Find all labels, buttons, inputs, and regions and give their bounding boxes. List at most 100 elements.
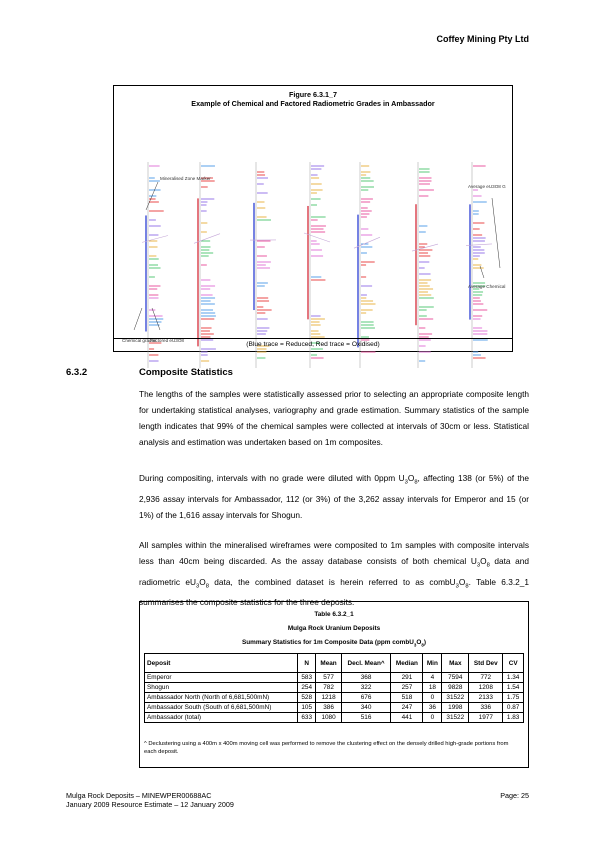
figure-heading: Example of Chemical and Factored Radiome… [191, 99, 435, 108]
figure-number: Figure 6.3.1_7 [289, 90, 337, 99]
zone-line [141, 235, 169, 243]
column-header: Median [390, 653, 424, 673]
table-cell: 322 [340, 682, 392, 693]
table-subtitle: Summary Statistics for 1m Composite Data… [242, 639, 426, 648]
column-header: Deposit [144, 653, 298, 673]
company-name: Coffey Mining Pty Ltd [436, 34, 530, 44]
table-cell: 4 [422, 672, 443, 683]
annotation-average-eu3o8: Average eU3O8 Grade [468, 184, 506, 189]
table-cell: 772 [468, 672, 504, 683]
table-cell: 254 [296, 682, 317, 693]
table-cell: 340 [340, 702, 392, 713]
table-row: Emperor 583 577 368 291 4 7594 772 1.34 [144, 672, 524, 683]
paragraph-1: The lengths of the samples were statisti… [139, 389, 529, 447]
column-header: Min [422, 653, 443, 673]
table-cell: 1.34 [502, 672, 524, 683]
table-cell: 336 [468, 702, 504, 713]
column-header: Mean [315, 653, 342, 673]
caption-divider [114, 338, 512, 339]
annotation-chemical-grades: Chemical grades [122, 338, 157, 343]
table-cell: 633 [296, 712, 317, 723]
table-cell: 0 [422, 692, 443, 703]
section-number: 6.3.2 [66, 367, 88, 378]
table-cell: 676 [340, 692, 392, 703]
table-cell: 31522 [441, 692, 470, 703]
table-titles: Table 6.3.2_1 Mulga Rock Uranium Deposit… [140, 608, 528, 652]
table-cell: 1208 [468, 682, 504, 693]
table-footnote: ^ Declustering using a 400m x 400m movin… [144, 741, 509, 755]
annotation-factored: Factored eU3O8 [150, 338, 184, 343]
annotation-average-chemical: Average Chemical Grade [468, 284, 506, 289]
paragraph-3: All samples within the mineralised wiref… [139, 540, 529, 608]
table-cell: 247 [390, 702, 424, 713]
zone-line [353, 236, 381, 249]
table-cell: 18 [422, 682, 443, 693]
table-row: Ambassador North (North of 6,681,500mN) 5… [144, 692, 524, 703]
column-header: Std Dev [468, 653, 504, 673]
table-cell: 9828 [441, 682, 470, 693]
table-cell: 386 [315, 702, 342, 713]
table-cell: 1998 [441, 702, 470, 713]
table-title: Mulga Rock Uranium Deposits [287, 625, 381, 632]
table-cell: 368 [340, 672, 392, 683]
table-cell: 516 [340, 712, 392, 723]
figure-caption: (Blue trace = Reduced, Red trace = Oxidi… [246, 341, 380, 348]
table-cell: Shogun [144, 682, 298, 693]
table-cell: 2133 [468, 692, 504, 703]
composite-stats-table: Deposit N Mean Decl. Mean^ Median Min Max Std D… [144, 653, 524, 723]
zone-line [193, 233, 221, 244]
table-cell: 36 [422, 702, 443, 713]
table-row: Ambassador South (South of 6,681,500mN) 1… [144, 702, 524, 713]
arrow [151, 307, 161, 331]
table-cell: 1977 [468, 712, 504, 723]
table-row: Shogun 254 782 322 257 18 9828 1208 1.54 [144, 682, 524, 693]
table-cell: Ambassador North (North of 6,681,500mN) [144, 692, 298, 703]
table-cell: 1.75 [502, 692, 524, 703]
zone-line [465, 243, 493, 246]
section-title: Composite Statistics [139, 367, 233, 378]
table-cell: 0.87 [502, 702, 524, 713]
column-header: Max [441, 653, 470, 673]
table-cell: 257 [390, 682, 424, 693]
table-cell: Emperor [144, 672, 298, 683]
arrow [133, 307, 143, 331]
table-cell: 105 [296, 702, 317, 713]
table-cell: 1.54 [502, 682, 524, 693]
zone-line [303, 232, 331, 243]
table-cell: 518 [390, 692, 424, 703]
table-number: Table 6.3.2_1 [314, 611, 354, 618]
table-row: Ambassador (total) 633 1080 516 441 0 31522 197… [144, 712, 524, 723]
table-cell: 1218 [315, 692, 342, 703]
table-cell: 577 [315, 672, 342, 683]
zone-line [411, 243, 439, 252]
figure-title: Figure 6.3.1_7 Example of Chemical and F… [114, 90, 512, 108]
footer-line-1: Mulga Rock Deposits – MINEWPER00688AC [66, 791, 212, 800]
table-cell: 0 [422, 712, 443, 723]
figure-frame: Figure 6.3.1_7 Example of Chemical and F… [113, 85, 513, 368]
annotation-zone-marker: Mineralised Zone Marker [160, 176, 211, 181]
table-cell: Ambassador South (South of 6,681,500mN) [144, 702, 298, 713]
table-frame: Table 6.3.2_1 Mulga Rock Uranium Deposit… [139, 601, 529, 768]
drillhole-logs-image: Mineralised Zone Marker Average eU3O8 Gra… [122, 162, 506, 368]
table-cell: Ambassador (total) [144, 712, 298, 723]
table-cell: 441 [390, 712, 424, 723]
arrow [145, 181, 159, 211]
arrow [479, 265, 485, 279]
paragraph-2: During compositing, intervals with no gr… [139, 473, 529, 520]
table-cell: 31522 [441, 712, 470, 723]
table-cell: 1.83 [502, 712, 524, 723]
footer-line-2: January 2009 Resource Estimate – 12 Janu… [66, 800, 234, 809]
footer-doc-info: Mulga Rock Deposits – MINEWPER00688AC Ja… [66, 791, 234, 809]
table-body: Emperor 583 577 368 291 4 7594 772 1.34 Shogun 254… [144, 672, 524, 723]
table-header-row: Deposit N Mean Decl. Mean^ Median Min Max Std D… [144, 653, 524, 673]
table-cell: 528 [296, 692, 317, 703]
table-cell: 7594 [441, 672, 470, 683]
table-cell: 782 [315, 682, 342, 693]
table-cell: 1080 [315, 712, 342, 723]
page-number: Page: 25 [500, 791, 529, 800]
column-header: N [296, 653, 317, 673]
column-header: CV [502, 653, 524, 673]
table-cell: 583 [296, 672, 317, 683]
table-cell: 291 [390, 672, 424, 683]
arrow [491, 197, 501, 269]
